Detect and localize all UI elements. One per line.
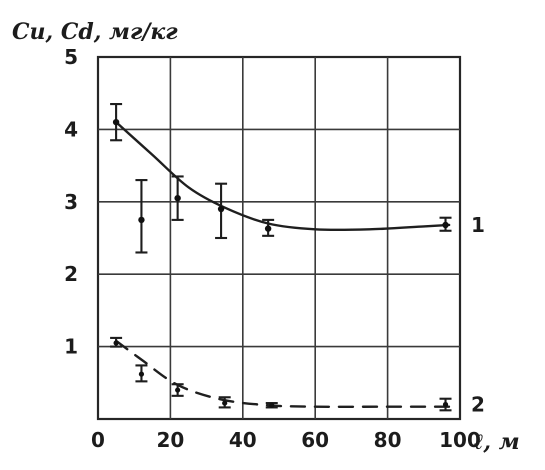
x-tick-label: 80	[374, 428, 402, 452]
series-1-point	[112, 118, 120, 126]
series-2-point	[222, 400, 228, 406]
series-1-point	[138, 216, 145, 224]
y-tick-label: 3	[64, 190, 78, 214]
x-tick-label: 20	[156, 428, 184, 452]
series-2-point	[113, 340, 119, 346]
series-2-line	[114, 339, 451, 408]
y-tick-label: 5	[64, 45, 78, 69]
series-label-2: 2	[471, 393, 485, 417]
series-2-point	[269, 402, 275, 408]
series-2-point	[442, 401, 449, 408]
series-1-point	[174, 194, 181, 202]
x-tick-label: 0	[91, 428, 105, 452]
x-axis-title: ℓ, м	[474, 429, 520, 455]
y-axis-title: Cu, Cd, мг/кг	[12, 19, 178, 45]
x-tick-label: 40	[229, 428, 257, 452]
series-2-point	[175, 387, 181, 393]
series-2	[110, 336, 452, 412]
x-tick-label: 100	[439, 428, 481, 452]
series-2-point	[138, 371, 145, 377]
y-tick-label: 4	[64, 117, 78, 141]
series-label-1: 1	[471, 213, 485, 237]
x-tick-label: 60	[301, 428, 329, 452]
y-tick-label: 1	[64, 335, 78, 359]
y-tick-label: 2	[64, 262, 78, 286]
series-1	[110, 103, 452, 254]
plot-frame	[96, 55, 462, 421]
series-1-point	[442, 221, 449, 229]
series-1-point	[264, 225, 272, 232]
series-1-point	[217, 205, 225, 213]
